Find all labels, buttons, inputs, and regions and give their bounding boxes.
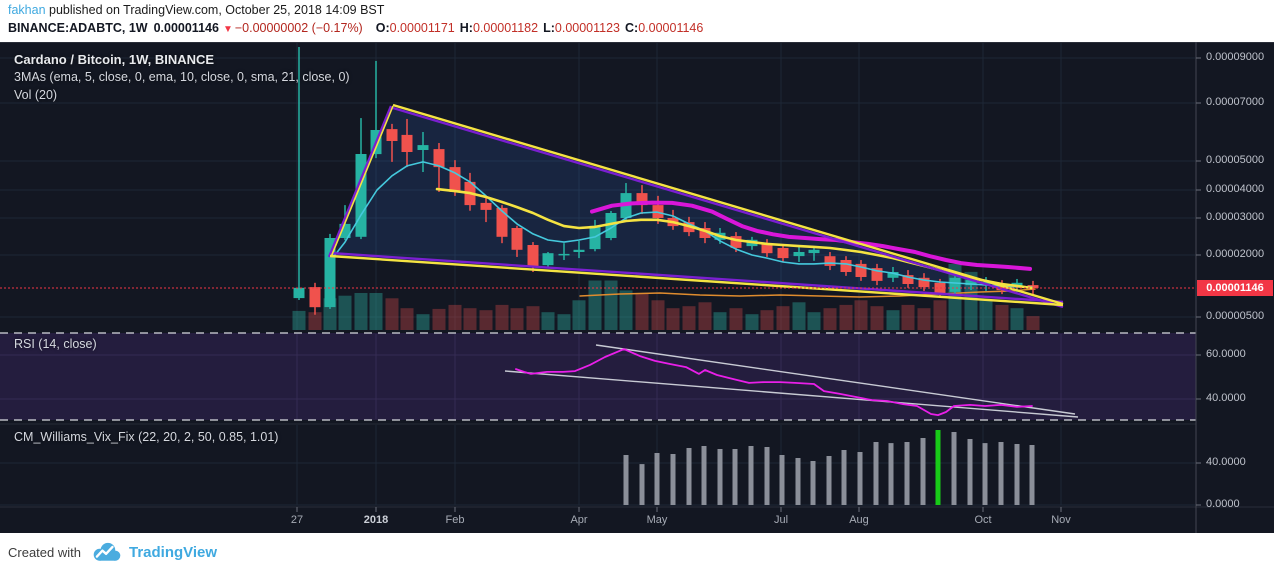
rsi-pane-label[interactable]: RSI (14, close) [14,337,97,351]
time-axis-label: Jul [773,514,789,526]
time-axis-label: 27 [290,514,304,526]
byline-text: published on TradingView.com, October 25… [45,3,385,17]
symbol-info-bar: BINANCE:ADABTC, 1W 0.00001146 ▼ −0.00000002… [8,21,703,35]
footer: Created with TradingView [0,533,1274,569]
high-label: H: [459,21,473,35]
tradingview-link[interactable]: TradingView [128,543,218,561]
time-axis-label: Feb [445,514,465,526]
time-axis-label: Oct [974,514,992,526]
time-axis-label: Apr [570,514,588,526]
high-value: 0.00001182 [472,21,539,35]
open-value: 0.00001171 [389,21,455,35]
close-value: 0.00001146 [638,21,704,35]
time-axis-label: May [646,514,668,526]
price-axis-label: 0.00003000 [1206,211,1265,223]
price-change: −0.00000002 (−0.17%) [234,21,363,35]
last-price-badge: 0.00001146 [1197,280,1273,296]
price-axis-label: 0.00002000 [1206,248,1265,260]
chart-area[interactable]: Cardano / Bitcoin, 1W, BINANCE 3MAs (ema… [0,42,1274,533]
price-axis-label: 0.00007000 [1206,96,1265,108]
chart-legend-title[interactable]: Cardano / Bitcoin, 1W, BINANCE [14,52,215,67]
price-axis-label: 0.00000500 [1206,310,1265,322]
vix-axis-label: 40.0000 [1206,456,1246,468]
price-axis-label: 0.00005000 [1206,154,1265,166]
byline: fakhan published on TradingView.com, Oct… [8,3,384,17]
rsi-axis-label: 40.0000 [1206,392,1246,404]
vix-pane-label[interactable]: CM_Williams_Vix_Fix (22, 20, 2, 50, 0.85… [14,430,279,444]
price-axis-label: 0.00009000 [1206,51,1265,63]
tradingview-logo-icon[interactable] [91,541,123,563]
vix-axis-label: 0.0000 [1206,498,1240,510]
header: fakhan published on TradingView.com, Oct… [0,0,1274,42]
close-label: C: [625,21,639,35]
time-axis-label: Nov [1051,514,1071,526]
low-label: L: [543,21,555,35]
chart-legend-3mas[interactable]: 3MAs (ema, 5, close, 0, ema, 10, close, … [14,70,350,84]
created-with-text: Created with [8,544,81,560]
open-label: O: [375,21,390,35]
last-price: 0.00001146 [153,21,219,35]
author-link[interactable]: fakhan [8,3,46,17]
rsi-axis-label: 60.0000 [1206,348,1246,360]
down-triangle-icon: ▼ [222,24,233,35]
time-axis-label: 2018 [363,514,389,526]
time-axis-label: Aug [849,514,869,526]
chart-legend-volume[interactable]: Vol (20) [14,88,58,102]
low-value: 0.00001123 [554,21,621,35]
symbol-name[interactable]: BINANCE:ADABTC, 1W [8,21,148,35]
price-axis-label: 0.00004000 [1206,183,1265,195]
